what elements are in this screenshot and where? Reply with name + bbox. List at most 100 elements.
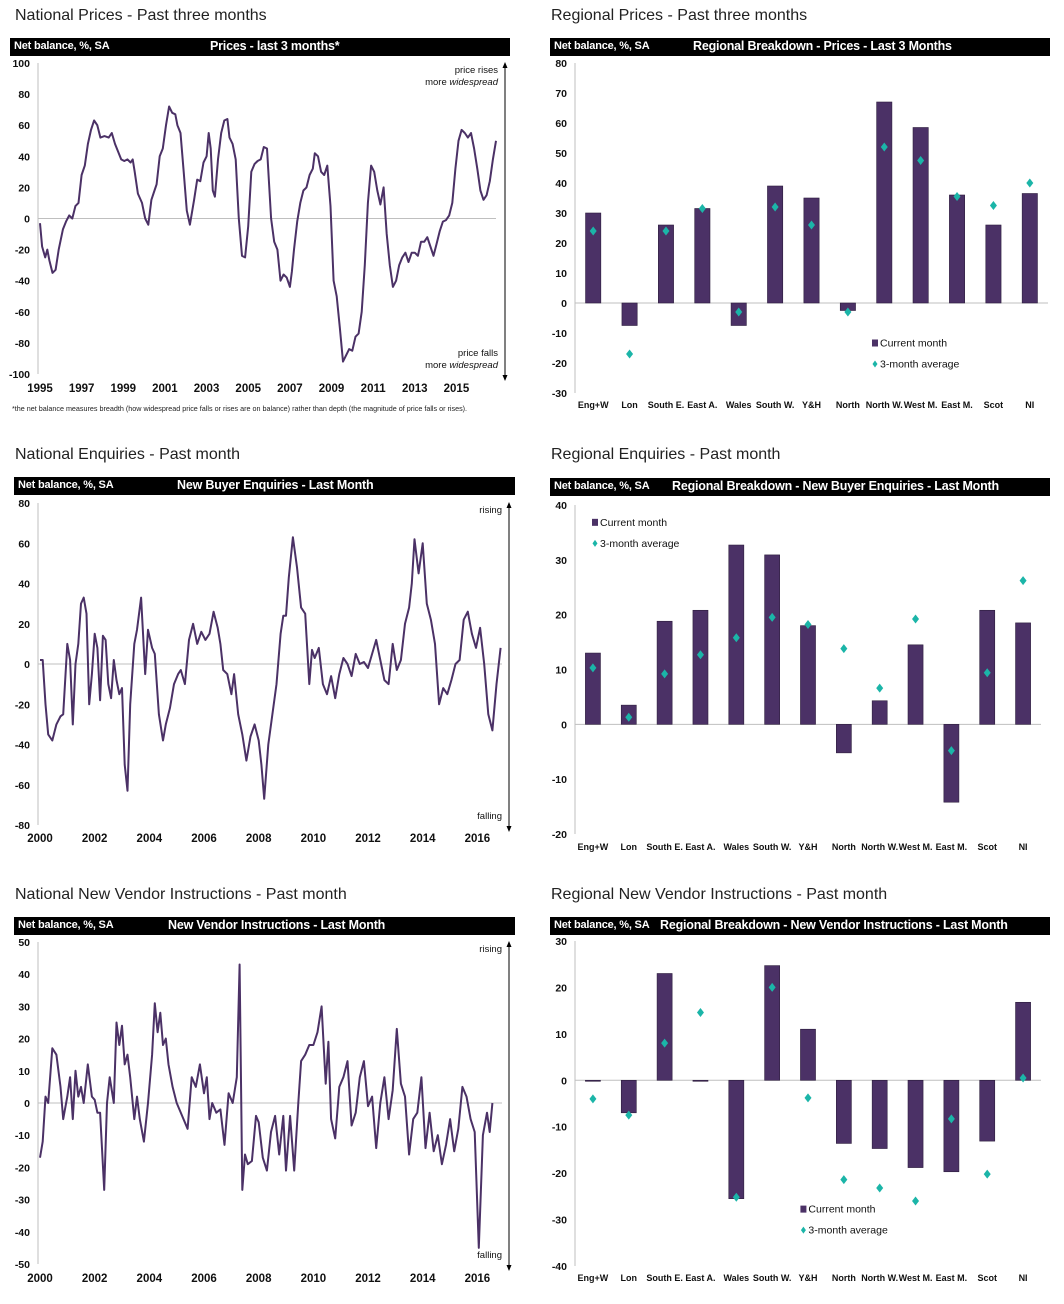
x-tick-label: 2009 <box>319 383 345 395</box>
y-tick-label: 60 <box>555 118 567 130</box>
marker-3-month-average <box>768 982 776 992</box>
marker-3-month-average <box>840 644 848 654</box>
x-tick-label: 2010 <box>301 1273 327 1285</box>
annotation-bottom: falling <box>477 811 502 822</box>
category-label: Y&H <box>798 1273 817 1283</box>
marker-3-month-average <box>953 192 961 201</box>
marker-3-month-average <box>662 226 670 236</box>
category-label: West M. <box>899 842 933 852</box>
y-tick-label: 60 <box>18 538 30 550</box>
bar-current-month <box>1021 193 1038 304</box>
y-tick-label: -40 <box>552 1261 567 1273</box>
y-tick-label: 20 <box>18 182 30 194</box>
y-tick-label: 0 <box>24 214 30 226</box>
chart-title: Regional Breakdown - New Vendor Instruct… <box>660 918 1008 932</box>
y-tick-label: 100 <box>12 58 30 70</box>
marker-3-month-average <box>696 650 704 660</box>
marker-3-month-average <box>840 1175 848 1185</box>
category-label: South W. <box>756 400 795 410</box>
marker-3-month-average <box>804 620 812 630</box>
bar-current-month <box>1015 622 1031 725</box>
category-label: Lon <box>621 842 638 852</box>
category-label: East A. <box>685 1273 715 1283</box>
marker-3-month-average <box>732 633 740 643</box>
y-tick-label: 30 <box>18 1001 30 1013</box>
marker-3-month-average <box>625 712 633 722</box>
x-tick-label: 2008 <box>246 1273 272 1285</box>
category-label: West M. <box>904 400 938 410</box>
y-tick-label: -20 <box>15 245 30 257</box>
y-tick-label: 0 <box>24 659 30 671</box>
category-label: NI <box>1025 400 1034 410</box>
y-tick-label: 20 <box>18 619 30 631</box>
legend-current-month: Current month <box>600 517 667 529</box>
x-tick-label: 2005 <box>235 383 261 395</box>
annotation-top: more widespread <box>425 77 499 88</box>
x-tick-label: 2004 <box>137 833 163 845</box>
category-label: South E. <box>648 400 685 410</box>
category-label: Y&H <box>802 400 821 410</box>
legend-bar-swatch <box>871 339 878 347</box>
chart-title: New Buyer Enquiries - Last Month <box>177 478 374 492</box>
marker-3-month-average <box>804 1093 812 1103</box>
bar-current-month <box>907 1079 924 1168</box>
marker-3-month-average <box>947 1114 955 1124</box>
x-tick-label: 2002 <box>82 1273 108 1285</box>
y-tick-label: -20 <box>15 1162 30 1174</box>
unit-label: Net balance, %, SA <box>554 40 650 52</box>
x-tick-label: 2016 <box>465 833 491 845</box>
y-tick-label: 20 <box>555 610 567 622</box>
marker-3-month-average <box>912 1196 920 1206</box>
y-tick-label: 0 <box>561 298 567 310</box>
marker-3-month-average <box>917 156 925 165</box>
x-tick-label: 2010 <box>301 833 327 845</box>
category-label: East M. <box>941 400 973 410</box>
unit-label: Net balance, %, SA <box>554 919 650 931</box>
bar-current-month <box>658 224 674 304</box>
legend-3-month-average: 3-month average <box>880 359 960 371</box>
section-title: Regional New Vendor Instructions - Past … <box>551 886 888 903</box>
marker-3-month-average <box>989 201 997 210</box>
y-tick-label: 80 <box>555 58 567 70</box>
bar-current-month <box>907 644 924 725</box>
annotation-top: price rises <box>455 65 499 76</box>
marker-3-month-average <box>589 663 597 673</box>
x-tick-label: 2000 <box>27 833 53 845</box>
legend-diamond-icon <box>800 1226 806 1234</box>
bar-current-month <box>979 609 996 725</box>
series-line <box>39 105 497 363</box>
y-tick-label: -80 <box>15 338 30 350</box>
section-title: National Prices - Past three months <box>15 7 267 24</box>
x-tick-label: 1999 <box>110 383 136 395</box>
x-tick-label: 2015 <box>444 383 470 395</box>
x-tick-label: 2012 <box>355 833 381 845</box>
bar-current-month <box>764 554 780 725</box>
chart-title: Prices - last 3 months* <box>210 39 340 53</box>
legend-diamond-icon <box>592 539 598 547</box>
bar-current-month <box>1015 1001 1031 1081</box>
y-tick-label: -60 <box>15 780 30 792</box>
x-tick-label: 2014 <box>410 1273 436 1285</box>
marker-3-month-average <box>947 746 955 756</box>
bar-current-month <box>836 724 852 754</box>
y-tick-label: 40 <box>18 969 30 981</box>
section-title: National New Vendor Instructions - Past … <box>15 886 347 903</box>
y-tick-label: -50 <box>15 1259 30 1271</box>
y-tick-label: 60 <box>18 120 30 132</box>
category-label: West M. <box>899 1273 933 1283</box>
y-tick-label: 40 <box>18 151 30 163</box>
arrow-down-icon <box>502 375 508 381</box>
arrow-down-icon <box>506 1265 512 1271</box>
bar-current-month <box>656 973 673 1081</box>
category-label: NI <box>1019 1273 1028 1283</box>
y-tick-label: -20 <box>552 1168 567 1180</box>
unit-label: Net balance, %, SA <box>14 40 110 52</box>
marker-3-month-average <box>983 668 991 678</box>
category-label: Scot <box>977 842 997 852</box>
marker-3-month-average <box>698 204 706 213</box>
y-tick-label: 40 <box>555 178 567 190</box>
x-tick-label: 2006 <box>191 1273 217 1285</box>
footnote: *the net balance measures breadth (how w… <box>12 404 468 413</box>
category-label: North <box>836 400 860 410</box>
